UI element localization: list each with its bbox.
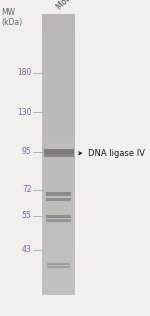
Bar — [42, 164, 75, 173]
Text: 43: 43 — [22, 245, 32, 254]
Bar — [42, 89, 75, 99]
Bar — [42, 173, 75, 183]
Bar — [42, 108, 75, 117]
Bar — [42, 258, 75, 267]
Bar — [42, 99, 75, 108]
Bar — [42, 14, 75, 295]
Bar — [42, 230, 75, 239]
Bar — [42, 202, 75, 211]
Bar — [42, 192, 75, 202]
Bar — [46, 215, 71, 218]
Bar — [42, 42, 75, 52]
Bar — [42, 286, 75, 295]
Text: 95: 95 — [22, 147, 32, 156]
Bar — [42, 155, 75, 164]
Bar — [42, 145, 75, 155]
Text: 72: 72 — [22, 185, 32, 194]
Bar — [42, 33, 75, 42]
Bar — [42, 80, 75, 89]
Bar — [46, 192, 71, 196]
Bar — [42, 52, 75, 61]
Bar — [42, 61, 75, 70]
Bar — [42, 117, 75, 127]
Bar — [47, 263, 70, 265]
Bar — [42, 267, 75, 277]
Bar — [42, 239, 75, 249]
Bar — [42, 136, 75, 145]
Bar — [42, 249, 75, 258]
Bar — [46, 219, 71, 222]
Bar — [42, 211, 75, 221]
Bar — [42, 14, 75, 24]
Bar — [44, 149, 74, 154]
Bar — [47, 266, 70, 268]
Text: DNA ligase IV: DNA ligase IV — [88, 149, 146, 158]
Text: Mouse brain: Mouse brain — [55, 0, 95, 11]
Text: 130: 130 — [17, 108, 32, 117]
Text: MW
(kDa): MW (kDa) — [2, 8, 23, 27]
Bar — [42, 183, 75, 192]
Bar — [42, 127, 75, 136]
Text: 55: 55 — [22, 211, 32, 220]
Bar — [42, 221, 75, 230]
Bar — [46, 198, 71, 201]
Bar — [42, 70, 75, 80]
Bar — [44, 154, 74, 157]
Bar — [42, 24, 75, 33]
Text: 180: 180 — [17, 68, 32, 77]
Bar — [42, 277, 75, 286]
